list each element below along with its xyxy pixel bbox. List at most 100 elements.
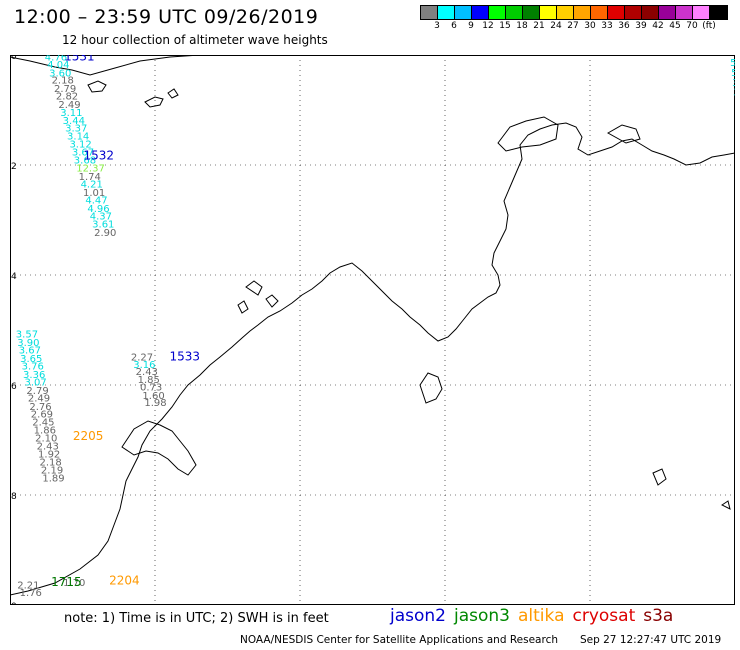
legend-label: 27 — [567, 21, 579, 31]
legend-swatch — [676, 6, 693, 19]
legend-label: 36 — [618, 21, 630, 31]
legend-label: 45 — [669, 21, 681, 31]
legend-swatch — [506, 6, 523, 19]
wave-height-value: 2.82 — [56, 92, 78, 103]
coastline-king-sound — [121, 420, 197, 476]
wave-height-value: 2.49 — [58, 100, 80, 111]
wave-height-value: 3.37 — [65, 123, 87, 134]
legend-label: 39 — [635, 21, 647, 31]
wave-height-value: 2.43 — [37, 441, 59, 452]
wave-height-value: 2.76 — [29, 402, 51, 413]
lat-label: -12 — [10, 162, 17, 172]
legend-swatch — [421, 6, 438, 19]
wave-height-value: 0.73 — [140, 383, 162, 394]
legend-label: 12 — [482, 21, 494, 31]
legend-swatch — [438, 6, 455, 19]
wave-height-value: 4.21 — [81, 180, 103, 191]
pass-id-label: 1715 — [51, 575, 82, 589]
wave-height-value: 12.37 — [76, 164, 105, 175]
legend-label: 24 — [550, 21, 562, 31]
pass-id-label: 2205 — [73, 429, 104, 443]
wave-height-value: 2.49 — [28, 394, 50, 405]
legend-label: 18 — [516, 21, 528, 31]
legend-swatch — [540, 6, 557, 19]
mission-jason2: jason2 — [390, 606, 446, 626]
wave-height-value: 2.45 — [32, 418, 54, 429]
wave-height-value: 3.07 — [25, 378, 47, 389]
legend-swatch — [710, 6, 727, 19]
wave-height-value: 3.14 — [67, 132, 89, 143]
legend-label: 42 — [652, 21, 664, 31]
wave-height-value: 1.98 — [144, 398, 166, 409]
wave-height-value: 4.04 — [47, 60, 69, 71]
wave-height-value: 3.44 — [63, 116, 85, 127]
legend-swatch — [625, 6, 642, 19]
wave-height-map: 4.764.043.602.182.792.822.493.113.443.37… — [10, 55, 735, 605]
legend-color-bar — [420, 5, 728, 20]
lat-label: -14 — [10, 272, 17, 282]
wave-height-value: 3.67 — [72, 148, 94, 159]
wave-height-value: 3.36 — [23, 370, 45, 381]
wave-height-value: 3.16 — [133, 360, 155, 371]
credit-org: NOAA/NESDIS Center for Satellite Applica… — [240, 634, 558, 646]
legend-swatch — [472, 6, 489, 19]
wave-height-value: 3.11 — [60, 108, 82, 119]
wave-height-value: 1.85 — [138, 375, 160, 386]
wave-height-value: 4.37 — [90, 211, 112, 222]
wave-height-value: 2.69 — [31, 409, 53, 420]
wave-height-value: 1.86 — [34, 425, 56, 436]
legend-label: 30 — [584, 21, 596, 31]
legend-label: (ft) — [702, 21, 716, 31]
pass-id-label: 1531 — [64, 55, 95, 64]
legend-swatch — [693, 6, 710, 19]
wave-height-value: 2.90 — [94, 228, 116, 239]
legend-label: 15 — [499, 21, 511, 31]
coastlines — [10, 55, 735, 596]
wave-height-value: 3.57 — [16, 330, 38, 341]
mission-cryosat: cryosat — [572, 606, 636, 626]
wave-height-value: 2.79 — [26, 386, 48, 397]
legend-swatch — [659, 6, 676, 19]
map-frame — [10, 55, 735, 605]
wave-height-value: 1.92 — [38, 450, 60, 461]
wave-height-value: 3.68 — [74, 155, 96, 166]
wave-height-value: 1.76 — [20, 588, 42, 599]
legend-swatch — [574, 6, 591, 19]
altimeter-observations: 4.764.043.602.182.792.822.493.113.443.37… — [16, 55, 735, 599]
lat-label: -20 — [10, 602, 17, 605]
credit-line: NOAA/NESDIS Center for Satellite Applica… — [240, 634, 721, 646]
coastline-island-savu — [87, 80, 107, 93]
wave-height-value: 1.70 — [63, 578, 85, 589]
wave-height-value: 2.43 — [136, 367, 158, 378]
wave-height-value: 5.5 — [730, 58, 735, 69]
footer-note: note: 1) Time is in UTC; 2) SWH is in fe… — [64, 611, 329, 626]
wave-height-value: 3.60 — [49, 68, 71, 79]
coastline-timor — [10, 55, 201, 76]
wave-height-value: 3.67 — [19, 346, 41, 357]
coastline-croker-peninsula — [606, 124, 641, 144]
wave-height-value: 3.90 — [17, 338, 39, 349]
mission-altika: altika — [518, 606, 565, 626]
wave-height-value: 3.76 — [22, 362, 44, 373]
wave-height-value: 1.60 — [142, 391, 164, 402]
coastline-kimberley — [10, 122, 735, 596]
lat-label: -16 — [10, 382, 17, 392]
legend-label: 9 — [468, 21, 474, 31]
graticule — [10, 55, 735, 605]
legend-label: 3 — [434, 21, 440, 31]
legend-swatch — [591, 6, 608, 19]
wave-height-value: 2.10 — [35, 434, 57, 445]
wave-height-value: 2.18 — [39, 457, 61, 468]
legend-swatch — [455, 6, 472, 19]
color-legend: 3 6 9 12 15 18 21 24 27 30 33 36 39 42 45 70 (ft) — [420, 5, 728, 32]
lat-label: -10 — [10, 55, 17, 62]
wave-height-value: 4.96 — [87, 204, 109, 215]
coastline-melville-island — [497, 116, 559, 152]
coastline-island-cape — [652, 468, 667, 486]
coastline-joseph-bonaparte — [419, 372, 443, 404]
wave-height-value: 4.76 — [45, 55, 67, 64]
wave-height-value: 5.1 — [731, 68, 735, 79]
legend-swatch — [523, 6, 540, 19]
axis-labels: -10-12-14-16-18-20120123126129132135 — [10, 55, 17, 605]
coastline-bonaparte-islands — [237, 280, 279, 314]
